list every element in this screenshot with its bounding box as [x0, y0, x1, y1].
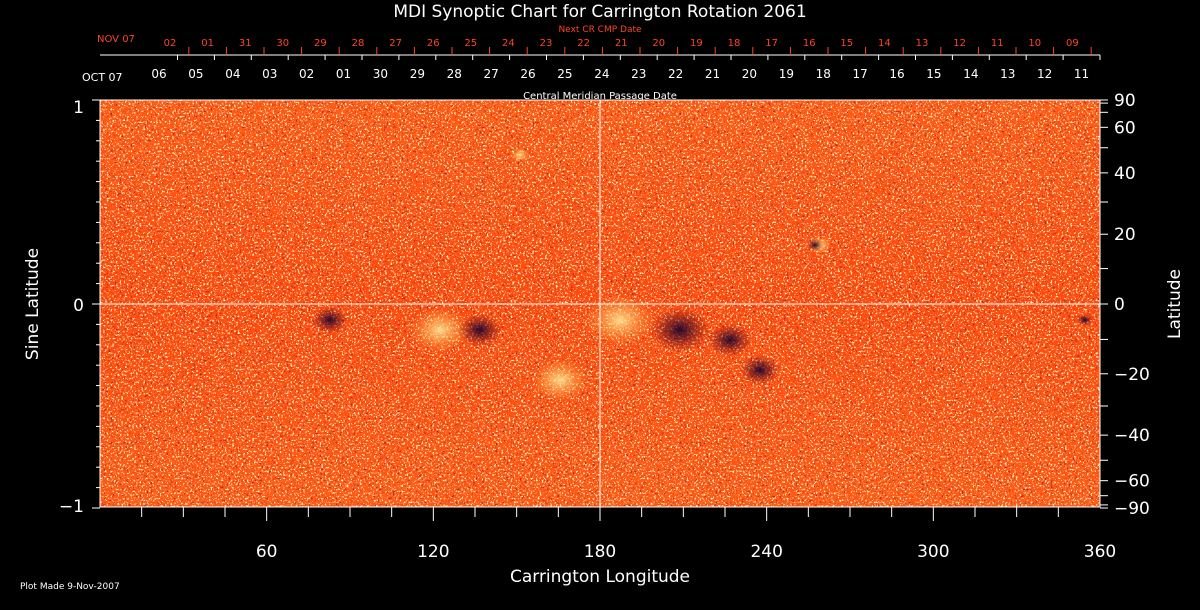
next-cr-date-label: 12: [953, 38, 966, 49]
y-tick-label-right: 0: [1114, 295, 1125, 315]
cmp-date-label: 22: [668, 67, 683, 81]
cmp-date-label: 18: [816, 67, 831, 81]
cmp-date-label: 13: [1000, 67, 1015, 81]
active-region: [740, 355, 780, 385]
cmp-axis-label: Central Meridian Passage Date: [523, 91, 677, 102]
cmp-date-label: 28: [447, 67, 462, 81]
x-axis-label: Carrington Longitude: [510, 567, 690, 587]
active-region: [585, 293, 655, 347]
next-cr-date-label: 16: [803, 38, 816, 49]
y-tick-label-right: 40: [1114, 164, 1136, 184]
cmp-date-label: 05: [188, 67, 203, 81]
next-cr-date-label: 09: [1066, 38, 1079, 49]
next-cr-date-label: 23: [540, 38, 553, 49]
cmp-date-label: 29: [410, 67, 425, 81]
x-tick-label: 180: [584, 542, 616, 562]
next-cr-date-label: 24: [502, 38, 515, 49]
cmp-date-label: 23: [631, 67, 646, 81]
y-tick-label-right: −60: [1114, 472, 1150, 492]
cmp-date-label: 19: [779, 67, 794, 81]
plot-made-footer: Plot Made 9-Nov-2007: [20, 582, 120, 592]
active-region: [650, 307, 710, 353]
x-tick-label: 60: [256, 542, 278, 562]
active-region: [532, 359, 588, 401]
y-tick-label-right: 60: [1114, 118, 1136, 138]
y-tick-label-bottom: −1: [59, 497, 84, 517]
cmp-date-label: 04: [225, 67, 240, 81]
cmp-date-label: 26: [520, 67, 535, 81]
next-cr-date-label: 02: [164, 38, 177, 49]
active-region: [458, 313, 502, 347]
x-tick-label: 120: [417, 542, 449, 562]
carrington-longitude-axis: Carrington Longitude 60 120 180 240 300 360: [141, 507, 1116, 587]
next-cr-axis: 02 01 31 30 29 28 27 26 25 24 23 22 21 20 19 18 17 16 15 14…: [97, 25, 1092, 55]
active-region: [708, 323, 752, 357]
cmp-date-axis: 06 05 04 03 02 01 30 29 28 27 26 25 24 23 22 21 20 19 18 17…: [82, 54, 1101, 102]
next-cr-date-label: 29: [314, 38, 327, 49]
next-cr-date-label: 17: [765, 38, 778, 49]
cmp-date-label: 17: [853, 67, 868, 81]
cmp-date-label: 24: [594, 67, 609, 81]
cmp-date-label: 15: [926, 67, 941, 81]
cmp-date-label: 02: [299, 67, 314, 81]
next-cr-date-label: 01: [201, 38, 214, 49]
next-cr-month-label: NOV 07: [97, 34, 135, 45]
active-region: [1077, 314, 1093, 326]
y-tick-label-right: 90: [1114, 91, 1136, 111]
cmp-date-label: 21: [705, 67, 720, 81]
next-cr-date-label: 14: [878, 38, 891, 49]
cmp-date-label: 25: [557, 67, 572, 81]
next-cr-date-label: 25: [464, 38, 477, 49]
chart-title: MDI Synoptic Chart for Carrington Rotati…: [393, 2, 806, 22]
cmp-date-label: 06: [151, 67, 166, 81]
y-tick-label-zero: 0: [73, 296, 84, 316]
next-cr-date-label: 13: [916, 38, 929, 49]
active-region: [410, 307, 470, 353]
y-axis-label-right: Latitude: [1165, 269, 1185, 339]
x-tick-label: 360: [1084, 542, 1116, 562]
y-tick-label-top: 1: [73, 98, 84, 118]
cmp-month-label: OCT 07: [82, 71, 123, 84]
cmp-date-label: 11: [1074, 67, 1089, 81]
next-cr-date-label: 20: [652, 38, 665, 49]
cmp-date-label: 03: [262, 67, 277, 81]
cmp-date-label: 27: [484, 67, 499, 81]
y-tick-label-right: −20: [1114, 365, 1150, 385]
y-tick-label-right: −90: [1114, 499, 1150, 519]
next-cr-date-label: 28: [352, 38, 365, 49]
next-cr-date-label: 19: [690, 38, 703, 49]
cmp-date-label: 16: [889, 67, 904, 81]
next-cr-date-label: 22: [577, 38, 590, 49]
active-regions: [312, 147, 1093, 401]
cmp-date-label: 01: [336, 67, 351, 81]
active-region: [510, 147, 530, 163]
x-tick-label: 300: [917, 542, 949, 562]
next-cr-date-label: 30: [276, 38, 289, 49]
next-cr-date-label: 31: [239, 38, 252, 49]
y-tick-label-right: −40: [1114, 426, 1150, 446]
next-cr-date-label: 11: [991, 38, 1004, 49]
next-cr-date-label: 26: [427, 38, 440, 49]
x-tick-label: 240: [750, 542, 782, 562]
active-region: [807, 239, 823, 251]
cmp-date-label: 12: [1037, 67, 1052, 81]
cmp-date-label: 30: [373, 67, 388, 81]
heatmap-area: [99, 99, 1101, 508]
next-cr-date-label: 27: [389, 38, 402, 49]
y-tick-label-right: 20: [1114, 225, 1136, 245]
sine-latitude-axis: 1 0 −1 Sine Latitude: [23, 98, 100, 517]
cmp-date-label: 20: [742, 67, 757, 81]
y-axis-label-left: Sine Latitude: [23, 248, 43, 360]
latitude-axis: Latitude 90 60 40 20 0 −20 −40 −60 −90: [1100, 91, 1185, 519]
next-cr-date-label: 10: [1028, 38, 1041, 49]
active-region: [312, 306, 348, 334]
cmp-date-label: 14: [963, 67, 978, 81]
next-cr-date-label: 18: [728, 38, 741, 49]
next-cr-date-label: 15: [840, 38, 853, 49]
next-cr-axis-label: Next CR CMP Date: [558, 25, 642, 35]
next-cr-date-label: 21: [615, 38, 628, 49]
